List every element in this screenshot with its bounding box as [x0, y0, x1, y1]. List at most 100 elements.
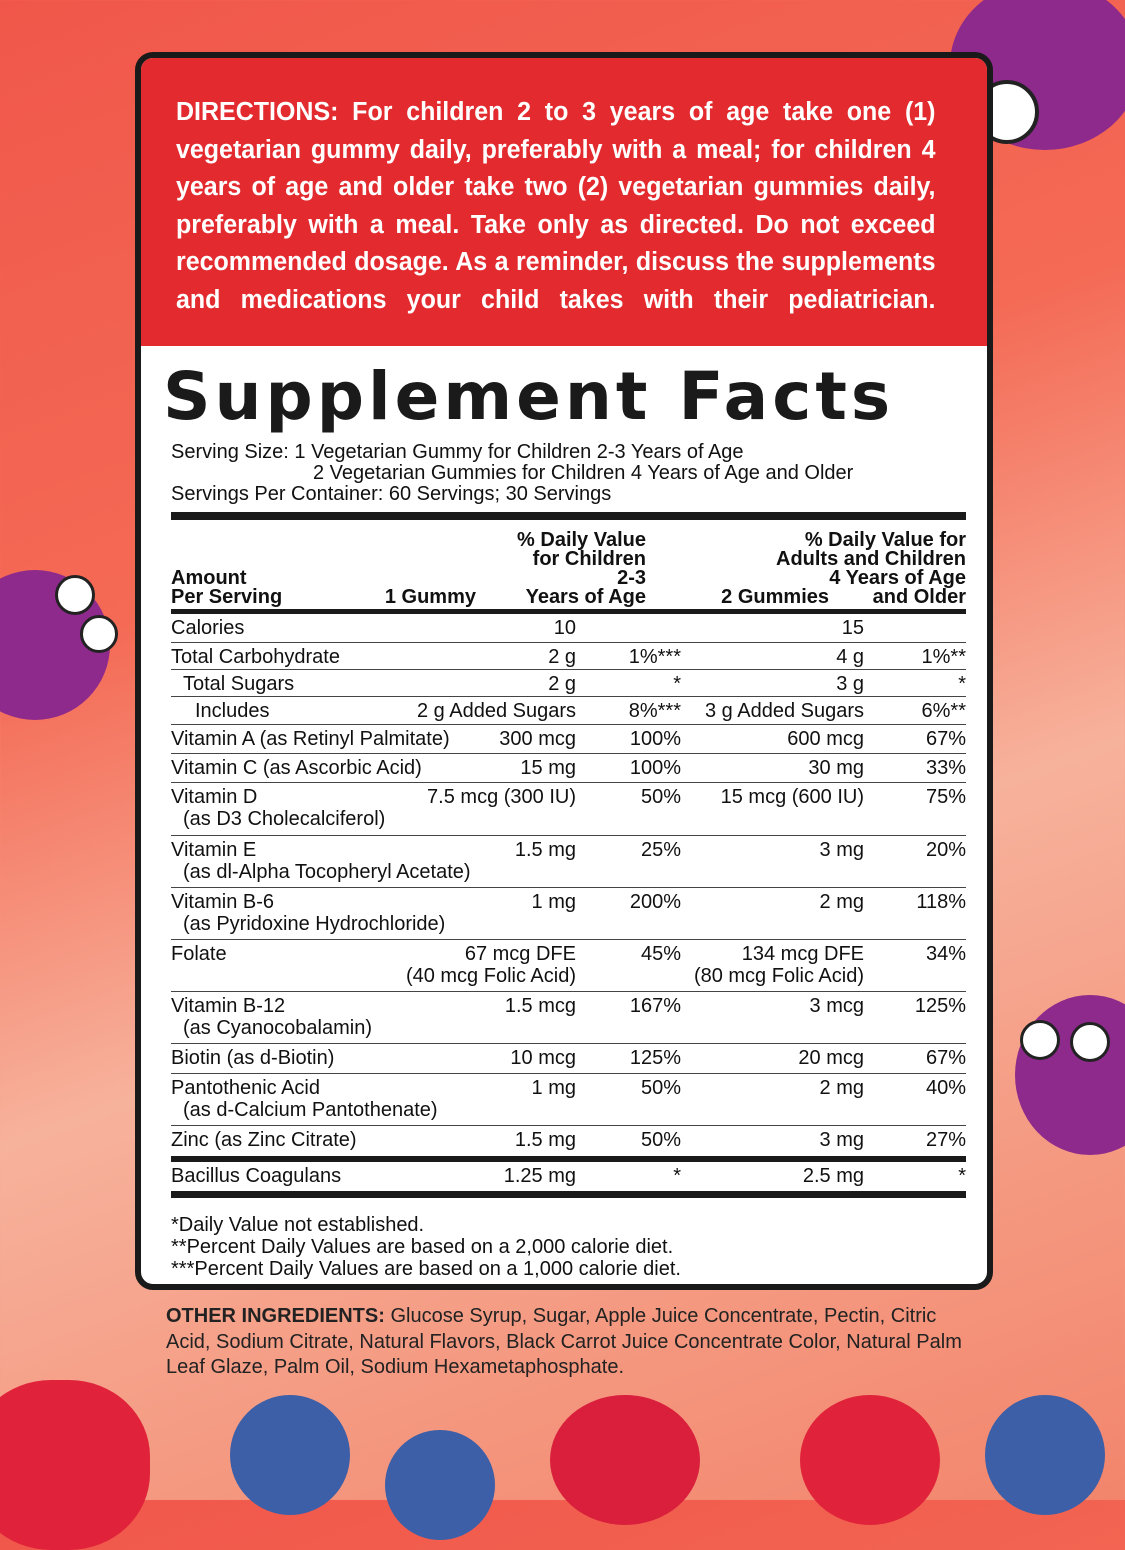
cell: 27%: [864, 1129, 966, 1156]
cell-text: Includes: [195, 700, 270, 722]
cell: Folate 67 mcg DFE: [171, 943, 576, 965]
cell-text: Zinc (as Zinc Citrate): [171, 1129, 357, 1151]
cell-text: 1 mg: [531, 891, 576, 913]
cell: *: [864, 673, 966, 696]
cell: Vitamin C (as Ascorbic Acid) 15 mg: [171, 757, 576, 779]
cell: 3 mcg: [681, 995, 864, 1043]
cell: 125%: [576, 1047, 681, 1073]
cell: Vitamin E 1.5 mg (as dl-Alpha Tocopheryl A…: [171, 839, 576, 887]
cell: (as d-Calcium Pantothenate): [171, 1099, 576, 1121]
cell: 125%: [864, 995, 966, 1043]
cell: 3 g: [681, 673, 864, 696]
cell-text: 125%: [914, 995, 966, 1017]
cell: 600 mcg: [681, 728, 864, 753]
blueberry: [230, 1395, 350, 1515]
cell: 1%**: [864, 646, 966, 669]
cell: *: [576, 673, 681, 696]
directions-line: vegetarian gummy daily, preferably with …: [176, 135, 936, 164]
table-row: Total Sugars 2 g * 3 g *: [171, 669, 966, 696]
monster-eye: [1020, 1020, 1060, 1060]
cell: Pantothenic Acid 1 mg: [171, 1077, 576, 1099]
cell-text: 2 mg: [819, 1077, 864, 1099]
table-row: Includes 2 g Added Sugars 8%*** 3 g Added S…: [171, 696, 966, 724]
header-line: 2-3: [617, 567, 646, 589]
cell-text: 1.5 mg: [514, 1129, 576, 1151]
cell: 45%: [576, 943, 681, 991]
table-row: Total Carbohydrate 2 g 1%*** 4 g 1%**: [171, 642, 966, 669]
blueberry: [985, 1395, 1105, 1515]
directions-line: years of age and older take two (2) vege…: [176, 173, 936, 201]
raspberry: [550, 1395, 700, 1525]
cell: Vitamin B-6 1 mg: [171, 891, 576, 913]
cell: Vitamin B-6 1 mg (as Pyridoxine Hydrochlor…: [171, 891, 576, 939]
table-row: Biotin (as d-Biotin) 10 mcg 125% 20 mcg 67%: [171, 1043, 966, 1073]
serving-size: Serving Size: 1 Vegetarian Gummy for Chi…: [171, 441, 744, 463]
cell: Biotin (as d-Biotin) 10 mcg: [171, 1047, 576, 1073]
cell: 6%**: [864, 700, 966, 724]
cell-text: 134 mcg DFE: [741, 943, 864, 965]
footnotes: *Daily Value not established. **Percent …: [171, 1214, 681, 1280]
table-row: Folate 67 mcg DFE (40 mcg Folic Acid) 45% 13…: [171, 939, 966, 991]
cell: Vitamin A (as Retinyl Palmitate) 300 mcg: [171, 728, 576, 753]
facts-table: Amount Per Serving 1 Gummy % Daily Value f…: [171, 512, 966, 1198]
cell: 3 mg: [681, 839, 864, 887]
directions-line: DIRECTIONS: For children 2 to 3 years of…: [176, 98, 936, 126]
divider: [171, 1191, 966, 1198]
other-ingredients-label: OTHER INGREDIENTS:: [166, 1305, 385, 1327]
serving-size-2: 2 Vegetarian Gummies for Children 4 Year…: [313, 462, 854, 484]
header-line: for Children: [532, 548, 646, 570]
cell: 1%***: [576, 646, 681, 669]
table-row: Vitamin B-12 1.5 mcg (as Cyanocobalamin) 16…: [171, 991, 966, 1043]
cell-text: 2 g: [548, 673, 576, 695]
cell-text: 67%: [925, 1047, 966, 1069]
cell-text: (as d-Calcium Pantothenate): [183, 1099, 438, 1121]
cell-text: Vitamin E: [171, 839, 257, 861]
table-row: Vitamin E 1.5 mg (as dl-Alpha Tocopheryl A…: [171, 835, 966, 887]
cell: (as dl-Alpha Tocopheryl Acetate): [171, 861, 576, 883]
cell: 34%: [864, 943, 966, 991]
cell: 40%: [864, 1077, 966, 1125]
cell: Vitamin A (as Retinyl Palmitate) 300 mcg: [171, 728, 576, 750]
cell-text: 2.5 mg: [802, 1165, 864, 1187]
cell-text: 45%: [640, 943, 681, 965]
divider: [171, 609, 966, 614]
cell-text: 3 mcg: [809, 995, 864, 1017]
cell-text: 15 mg: [520, 757, 576, 779]
cell-text: Calories: [171, 617, 245, 639]
cell: Zinc (as Zinc Citrate) 1.5 mg: [171, 1129, 576, 1156]
header-line: and Older: [872, 586, 966, 608]
cell: 25%: [576, 839, 681, 887]
two-gummies-header: 2 Gummies: [646, 587, 829, 607]
per-serving-label: Per Serving: [171, 586, 283, 608]
cell-text: 3 g Added Sugars: [704, 700, 864, 722]
cell-text: 100%: [629, 757, 681, 779]
cell-text: 167%: [629, 995, 681, 1017]
cell: 2 mg: [681, 891, 864, 939]
cell: Calories 10: [171, 617, 576, 639]
cell-text: *: [673, 1165, 681, 1187]
cell-text: (as dl-Alpha Tocopheryl Acetate): [183, 861, 471, 883]
header-line: 4 Years of Age: [829, 567, 966, 589]
dv-adults-header: % Daily Value for Adults and Children 4 Ye…: [776, 530, 966, 608]
cell-text: 4 g: [836, 646, 864, 668]
cell: [864, 617, 966, 642]
page-title: Supplement Facts: [163, 358, 895, 435]
table-row: Pantothenic Acid 1 mg (as d-Calcium Pantot…: [171, 1073, 966, 1125]
cell: (40 mcg Folic Acid): [171, 965, 576, 987]
serving-info: Serving Size: 1 Vegetarian Gummy for Chi…: [171, 442, 853, 505]
header-line: Adults and Children: [776, 548, 966, 570]
cell-text: 20%: [925, 839, 966, 861]
cell-text: (as Pyridoxine Hydrochloride): [183, 913, 446, 935]
directions-line: and medications your child takes with th…: [176, 285, 936, 314]
cell: Biotin (as d-Biotin) 10 mcg: [171, 1047, 576, 1069]
cell-text: 67 mcg DFE: [464, 943, 576, 965]
footnote: **Percent Daily Values are based on a 2,…: [171, 1236, 674, 1258]
cell: *: [576, 1165, 681, 1187]
cell-text: Vitamin A (as Retinyl Palmitate): [171, 728, 450, 750]
cell-text: 8%***: [628, 700, 681, 722]
amount-header: Amount Per Serving: [171, 568, 371, 608]
one-gummy-header: 1 Gummy: [371, 587, 476, 607]
other-ingredients: OTHER INGREDIENTS: Glucose Syrup, Sugar,…: [166, 1304, 966, 1381]
cell: Includes 2 g Added Sugars: [171, 700, 576, 722]
cell-text: Folate: [171, 943, 227, 965]
